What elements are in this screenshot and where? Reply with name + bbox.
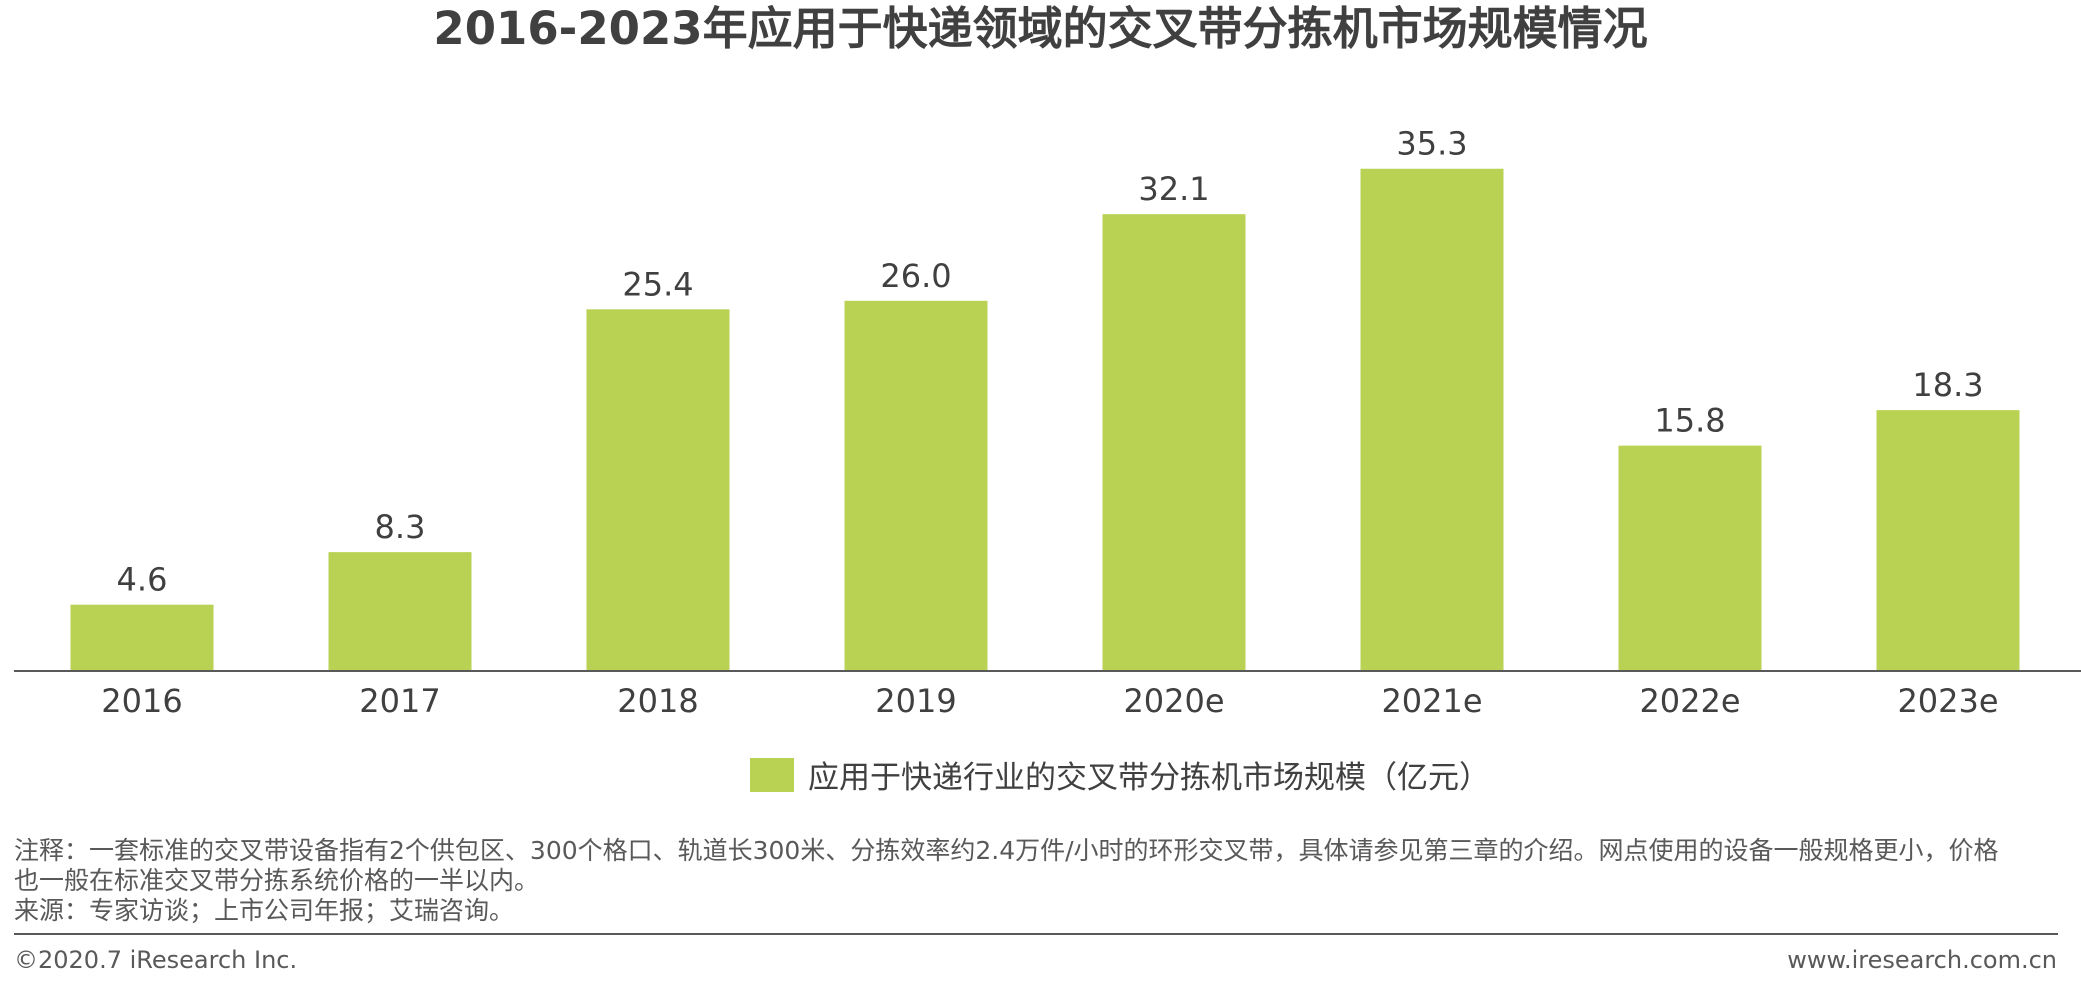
website-link[interactable]: www.iresearch.com.cn: [1787, 946, 2057, 974]
x-tick-label-2017: 2017: [359, 682, 440, 720]
data-labels-layer: 4.6 8.3 25.4 26.0 32.1 35.3 15.8 18.3: [117, 125, 1984, 599]
bar-2017: [328, 552, 472, 670]
chart-title: 2016-2023年应用于快递领域的交叉带分拣机市场规模情况: [433, 2, 1648, 55]
data-label-2022e: 15.8: [1654, 402, 1725, 440]
data-label-2019: 26.0: [880, 257, 951, 295]
note-line-2: 也一般在标准交叉带分拣系统价格的一半以内。: [14, 866, 540, 895]
data-label-2018: 25.4: [622, 265, 693, 303]
legend-label: 应用于快递行业的交叉带分拣机市场规模（亿元）: [808, 760, 1490, 796]
x-tick-label-2022e: 2022e: [1639, 682, 1740, 720]
data-label-2016: 4.6: [117, 561, 168, 599]
data-label-2023e: 18.3: [1912, 366, 1983, 404]
x-tick-label-2018: 2018: [617, 682, 698, 720]
x-tick-label-2019: 2019: [875, 682, 956, 720]
data-label-2020e: 32.1: [1138, 170, 1209, 208]
x-tick-label-2020e: 2020e: [1123, 682, 1224, 720]
data-label-2017: 8.3: [375, 508, 426, 546]
bar-2020e: [1102, 214, 1246, 670]
x-tick-labels-layer: 2016 2017 2018 2019 2020e 2021e 2022e 2023e: [101, 682, 1998, 720]
bar-2022e: [1618, 445, 1762, 670]
bar-2023e: [1876, 410, 2020, 670]
x-tick-label-2021e: 2021e: [1381, 682, 1482, 720]
x-tick-label-2023e: 2023e: [1897, 682, 1998, 720]
note-line-1: 注释：一套标准的交叉带设备指有2个供包区、300个格口、轨道长300米、分拣效率…: [14, 836, 1999, 865]
legend-swatch: [750, 757, 794, 792]
legend: 应用于快递行业的交叉带分拣机市场规模（亿元）: [750, 752, 1490, 797]
bar-2021e: [1360, 168, 1504, 671]
bar-2016: [70, 604, 214, 670]
copyright: ©2020.7 iResearch Inc.: [14, 946, 298, 974]
x-tick-label-2016: 2016: [101, 682, 182, 720]
bar-2019: [844, 300, 988, 670]
data-label-2021e: 35.3: [1396, 125, 1467, 163]
source-line: 来源：专家访谈；上市公司年报；艾瑞咨询。: [14, 896, 515, 925]
notes: 注释：一套标准的交叉带设备指有2个供包区、300个格口、轨道长300米、分拣效率…: [14, 836, 2074, 926]
bars-layer: [70, 168, 2020, 671]
bar-chart: 4.68.325.4 26.032.135.315.818.3 2016 2017 2…: [14, 125, 2081, 720]
footer-divider: [14, 933, 2058, 935]
bar-2018: [586, 309, 730, 670]
